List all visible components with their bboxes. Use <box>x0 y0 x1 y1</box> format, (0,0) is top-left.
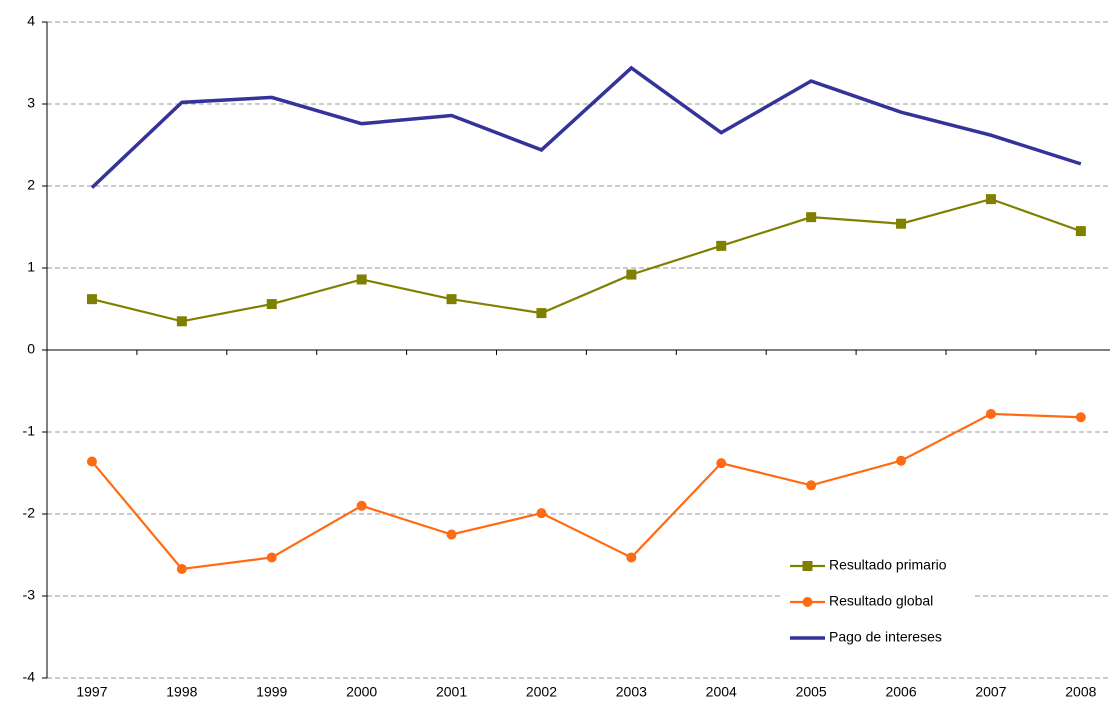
marker <box>266 552 277 563</box>
y-tick-label: -3 <box>23 587 36 603</box>
marker <box>446 529 457 540</box>
marker <box>716 240 727 251</box>
legend-label: Pago de intereses <box>829 629 942 645</box>
marker <box>1075 412 1086 423</box>
marker <box>985 408 996 419</box>
marker <box>626 552 637 563</box>
marker <box>896 218 907 229</box>
x-tick-label: 2003 <box>616 684 647 700</box>
legend-marker <box>802 561 813 571</box>
marker <box>86 456 97 467</box>
marker <box>806 480 817 491</box>
marker <box>626 269 637 280</box>
marker <box>536 508 547 519</box>
x-tick-label: 2008 <box>1065 684 1096 700</box>
marker <box>716 458 727 469</box>
y-tick-label: 4 <box>27 13 35 29</box>
x-tick-label: 2005 <box>796 684 827 700</box>
y-tick-label: -4 <box>23 669 36 685</box>
x-tick-label: 1998 <box>166 684 197 700</box>
y-tick-label: 1 <box>27 259 35 275</box>
marker <box>356 500 367 511</box>
x-tick-label: 2000 <box>346 684 377 700</box>
x-tick-label: 2001 <box>436 684 467 700</box>
y-tick-label: -2 <box>23 505 36 521</box>
line <box>90 65 1082 189</box>
legend-marker <box>802 597 813 607</box>
marker <box>896 455 907 466</box>
legend-label: Resultado primario <box>829 557 947 573</box>
x-tick-label: 2007 <box>975 684 1006 700</box>
marker <box>86 294 97 305</box>
line <box>91 197 1082 323</box>
marker <box>176 563 187 574</box>
marker <box>266 299 277 310</box>
y-tick-label: 2 <box>27 177 35 193</box>
x-tick-label: 1999 <box>256 684 287 700</box>
marker <box>356 274 367 285</box>
x-tick-label: 2006 <box>885 684 916 700</box>
marker <box>806 212 817 223</box>
marker <box>446 294 457 305</box>
marker <box>536 308 547 319</box>
y-tick-label: -1 <box>23 423 36 439</box>
marker <box>176 316 187 327</box>
x-tick-label: 2002 <box>526 684 557 700</box>
y-tick-label: 0 <box>27 341 35 357</box>
y-tick-label: 3 <box>27 95 35 111</box>
marker <box>985 194 996 205</box>
legend-label: Resultado global <box>829 593 933 609</box>
legend: Resultado primario Resultado global Pago d… <box>780 548 975 666</box>
marker <box>1075 226 1086 237</box>
x-tick-label: 1997 <box>76 684 107 700</box>
line <box>91 412 1081 571</box>
x-tick-label: 2004 <box>706 684 737 700</box>
